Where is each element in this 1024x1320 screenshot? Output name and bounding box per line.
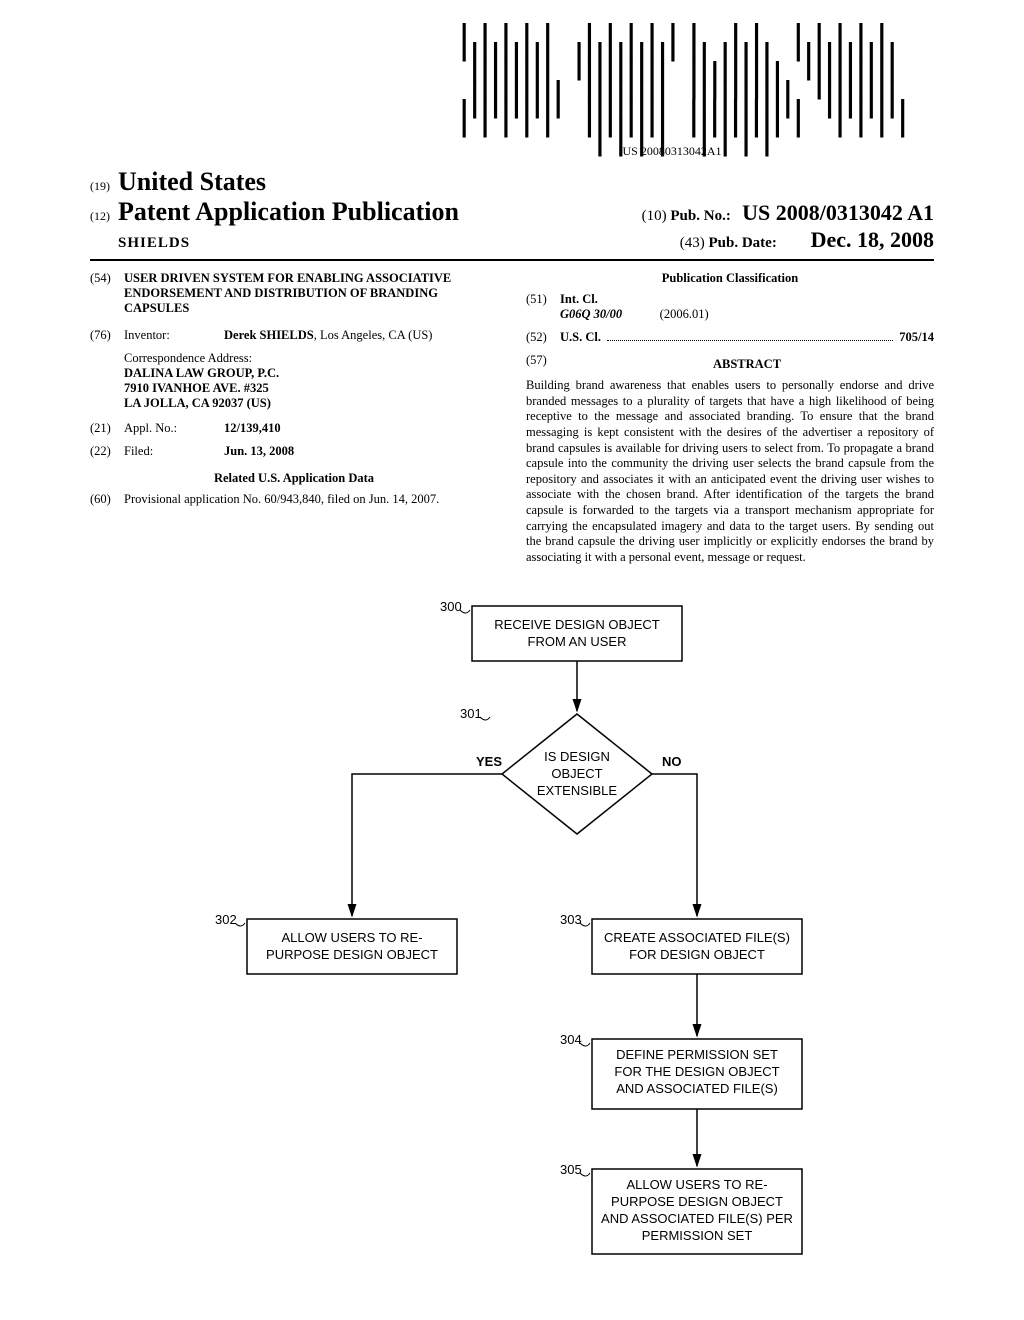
node-300-l2: FROM AN USER <box>528 634 627 649</box>
node-301-l1: IS DESIGN <box>544 749 610 764</box>
tag-51: (51) <box>526 292 560 322</box>
rule <box>90 259 934 261</box>
related-header: Related U.S. Application Data <box>90 471 498 486</box>
tag-22: (22) <box>90 444 124 459</box>
pubclass-header: Publication Classification <box>526 271 934 286</box>
corr-label: Correspondence Address: <box>124 351 498 366</box>
ref-301: 301 <box>460 706 482 721</box>
uscl-value: 705/14 <box>899 330 934 345</box>
intcl-code: G06Q 30/00 <box>560 307 622 321</box>
node-303-l1: CREATE ASSOCIATED FILE(S) <box>604 930 790 945</box>
tag-21: (21) <box>90 421 124 436</box>
invention-title: USER DRIVEN SYSTEM FOR ENABLING ASSOCIAT… <box>124 271 498 316</box>
node-305-l2: PURPOSE DESIGN OBJECT <box>611 1194 783 1209</box>
biblio-columns: (54) USER DRIVEN SYSTEM FOR ENABLING ASS… <box>90 271 934 566</box>
node-305-l4: PERMISSION SET <box>642 1228 753 1243</box>
inventor-name: Derek SHIELDS <box>224 328 314 342</box>
left-column: (54) USER DRIVEN SYSTEM FOR ENABLING ASS… <box>90 271 498 566</box>
node-300-l1: RECEIVE DESIGN OBJECT <box>494 617 659 632</box>
label-no: NO <box>662 754 682 769</box>
applno-label: Appl. No.: <box>124 421 224 436</box>
edge-301-302 <box>352 774 502 916</box>
pubdate: Dec. 18, 2008 <box>811 227 934 252</box>
barcode-number: US 20080313042A1 <box>410 144 934 159</box>
ref-302: 302 <box>215 912 237 927</box>
barcode-graphic: ||||| |||||| || ||||| |||| ||||| |||| ||… <box>410 30 934 144</box>
applno-value: 12/139,410 <box>224 421 281 436</box>
node-304-l3: AND ASSOCIATED FILE(S) <box>616 1081 778 1096</box>
pubno: US 2008/0313042 A1 <box>742 200 934 225</box>
flowchart: RECEIVE DESIGN OBJECT FROM AN USER 300 I… <box>90 596 934 1276</box>
tag-57: (57) <box>526 353 560 376</box>
doc-type: Patent Application Publication <box>118 197 459 227</box>
filed-label: Filed: <box>124 444 224 459</box>
node-305-l1: ALLOW USERS TO RE- <box>626 1177 767 1192</box>
ref-303: 303 <box>560 912 582 927</box>
corr-line2: 7910 IVANHOE AVE. #325 <box>124 381 498 396</box>
barcode-block: ||||| |||||| || ||||| |||| ||||| |||| ||… <box>410 30 934 159</box>
node-304-l1: DEFINE PERMISSION SET <box>616 1047 778 1062</box>
tag-52: (52) <box>526 330 560 345</box>
corr-line3: LA JOLLA, CA 92037 (US) <box>124 396 498 411</box>
intcl-label: Int. Cl. <box>560 292 709 307</box>
uscl-dots <box>607 340 893 341</box>
corr-line1: DALINA LAW GROUP, P.C. <box>124 366 498 381</box>
tag-76: (76) <box>90 328 124 343</box>
correspondence: Correspondence Address: DALINA LAW GROUP… <box>124 351 498 411</box>
node-304-l2: FOR THE DESIGN OBJECT <box>614 1064 779 1079</box>
related-body: Provisional application No. 60/943,840, … <box>124 492 439 507</box>
author-line: SHIELDS <box>118 235 190 252</box>
label-yes: YES <box>476 754 502 769</box>
pubno-label: Pub. No.: <box>670 208 730 224</box>
inventor-loc: , Los Angeles, CA (US) <box>314 328 433 342</box>
node-305-l3: AND ASSOCIATED FILE(S) PER <box>601 1211 793 1226</box>
ref-304: 304 <box>560 1032 582 1047</box>
tag-19: (19) <box>90 179 118 194</box>
tag-54: (54) <box>90 271 124 316</box>
right-column: Publication Classification (51) Int. Cl.… <box>526 271 934 566</box>
tag-43: (43) <box>680 235 705 251</box>
node-302-l2: PURPOSE DESIGN OBJECT <box>266 947 438 962</box>
ref-300: 300 <box>440 599 462 614</box>
edge-301-303 <box>652 774 697 916</box>
node-301-l2: OBJECT <box>551 766 602 781</box>
filed-value: Jun. 13, 2008 <box>224 444 294 459</box>
tag-10: (10) <box>642 208 667 224</box>
ref-305: 305 <box>560 1162 582 1177</box>
tag-12: (12) <box>90 209 118 224</box>
abstract-body: Building brand awareness that enables us… <box>526 378 934 566</box>
inventor-label: Inventor: <box>124 328 224 343</box>
masthead: (19) United States (12) Patent Applicati… <box>90 167 934 253</box>
pubdate-label: Pub. Date: <box>709 235 777 251</box>
abstract-header: ABSTRACT <box>560 357 934 372</box>
node-301-l3: EXTENSIBLE <box>537 783 618 798</box>
country: United States <box>118 167 266 197</box>
tag-60: (60) <box>90 492 124 507</box>
patent-page: ||||| |||||| || ||||| |||| ||||| |||| ||… <box>0 0 1024 1316</box>
node-303-l2: FOR DESIGN OBJECT <box>629 947 765 962</box>
node-302-l1: ALLOW USERS TO RE- <box>281 930 422 945</box>
uscl-label: U.S. Cl. <box>560 330 601 345</box>
intcl-date: (2006.01) <box>660 307 709 321</box>
